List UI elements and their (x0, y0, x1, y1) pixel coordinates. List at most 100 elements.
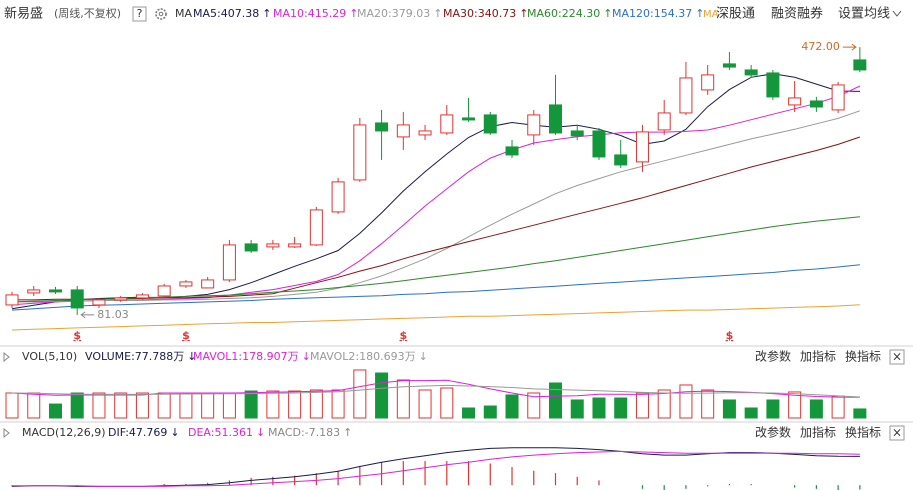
candle-body (440, 114, 454, 134)
candle-body (157, 285, 171, 297)
candle-body (462, 117, 476, 121)
ma-line (11, 73, 860, 310)
volume-bar (48, 403, 62, 419)
close-box[interactable] (889, 349, 905, 365)
legend-label: MAVOL2:180.693万 (310, 350, 416, 363)
volume-bar (135, 392, 149, 419)
candle-body (114, 297, 128, 301)
volume-bar (288, 390, 302, 419)
legend-label: MA10:415.29 (273, 7, 346, 20)
candle-body (483, 114, 497, 134)
candle-body (244, 243, 258, 252)
stock-name: 新易盛 (4, 6, 43, 22)
volume-bar (592, 397, 606, 419)
candle-body (92, 299, 106, 306)
ma-line (11, 85, 861, 306)
ma-label: MA (175, 7, 192, 20)
panel-button[interactable]: 加指标 (800, 425, 836, 440)
candle-body (5, 294, 19, 306)
volume-bar (331, 389, 345, 419)
legend-arrow: ↓ (170, 426, 179, 439)
candle-body (505, 146, 519, 156)
volume-bar (831, 395, 845, 419)
hk-link[interactable]: 深股通 (716, 7, 755, 22)
volume-bar (309, 389, 323, 419)
panel-button[interactable]: × (892, 426, 902, 440)
close-box[interactable] (889, 425, 905, 441)
volume-bar (549, 382, 562, 419)
candle-body (570, 130, 584, 137)
panel-title: VOL(5,10) (22, 350, 77, 363)
volume-bar (375, 372, 389, 419)
candle-body (853, 59, 867, 71)
margin-link[interactable]: 融资融券 (771, 6, 823, 22)
volume-bar (853, 408, 867, 419)
candle-body (353, 124, 367, 181)
candle-body (222, 244, 236, 281)
volume-bar (527, 392, 541, 419)
candle-body (331, 181, 345, 213)
volume-bar (201, 392, 215, 419)
volume-bar (614, 397, 628, 419)
candle-body (592, 130, 606, 158)
panel-toggle[interactable] (3, 351, 10, 363)
gear-icon[interactable] (155, 8, 167, 20)
ma-line (12, 450, 860, 487)
settings-link[interactable]: 设置均线 (838, 7, 890, 22)
volume-bar (353, 369, 367, 419)
legend-arrow: ↑ (349, 7, 358, 20)
legend-arrow: ↓ (419, 350, 428, 363)
candle-body (549, 104, 562, 134)
volume-bar (114, 392, 128, 419)
panel-button[interactable]: 改参数 (755, 349, 791, 364)
settings-caret (892, 10, 902, 17)
hk-prefix: MA (703, 9, 719, 20)
panel-button[interactable]: 加指标 (800, 349, 836, 364)
panel-button[interactable]: × (892, 350, 902, 364)
help-box[interactable] (132, 6, 147, 22)
candle-body (809, 100, 823, 108)
volume-bar (418, 389, 432, 419)
legend-label: DEA:51.361 (188, 426, 253, 439)
panel-toggle[interactable] (3, 427, 10, 439)
candle-body (27, 289, 41, 294)
volume-bar (679, 384, 693, 419)
volume-bar (701, 389, 715, 419)
panel-button[interactable]: 改参数 (755, 425, 791, 440)
candle-body (701, 74, 715, 91)
price-arrow (80, 311, 95, 319)
legend-label: MA30:340.73 (443, 7, 516, 20)
panel-button[interactable]: 换指标 (845, 349, 881, 364)
candle-body (266, 243, 280, 248)
candle-body (70, 289, 84, 309)
volume-bar (635, 392, 649, 419)
signal-marker: $ (73, 329, 81, 342)
legend-arrow: ↑ (603, 7, 612, 20)
volume-bar (244, 390, 258, 419)
candle-body (396, 124, 410, 138)
candle-body (635, 131, 649, 163)
volume-bar (179, 392, 193, 419)
legend-arrow: ↓ (302, 350, 311, 363)
legend-label: MA60:224.30 (527, 7, 600, 20)
candle-body (135, 294, 149, 299)
signal-marker: $ (399, 329, 407, 342)
legend-label: MACD:-7.183 (268, 426, 340, 439)
volume-bar (70, 392, 84, 419)
gear-icon-center (158, 11, 164, 17)
volume-bar (722, 399, 736, 419)
legend-arrow: ↑ (695, 7, 704, 20)
panel-button[interactable]: 换指标 (845, 425, 881, 440)
signal-marker: $ (726, 329, 734, 342)
candle-body (744, 69, 758, 76)
ma-line (12, 136, 861, 301)
volume-bar (396, 379, 410, 419)
signal-marker: $ (182, 329, 190, 342)
help[interactable]: ? (137, 7, 143, 20)
candle-body (375, 122, 389, 132)
legend-arrow: ↓ (256, 426, 265, 439)
volume-bar (440, 387, 454, 419)
legend-arrow: ↑ (433, 7, 442, 20)
